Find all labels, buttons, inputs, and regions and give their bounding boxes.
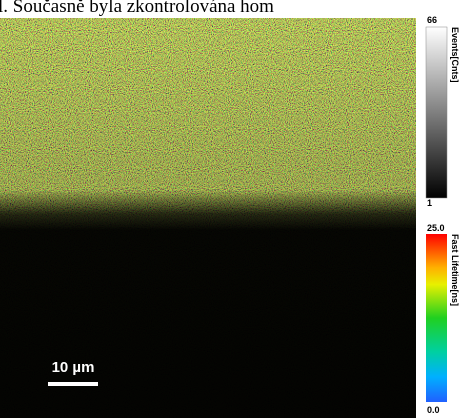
colorbar-max: 66 bbox=[427, 15, 437, 25]
colorbar-max: 25.0 bbox=[427, 223, 445, 233]
lifetime-colorbar bbox=[426, 234, 447, 402]
colorbar-title: Events[Cnts] bbox=[450, 27, 460, 83]
intensity-colorbar bbox=[426, 27, 447, 198]
header-text: l. Současně byla zkontrolována hom bbox=[0, 0, 274, 17]
screenshot: l. Současně byla zkontrolována hom 10 µm… bbox=[0, 0, 463, 418]
colorbar-title: Fast Lifetime[ns] bbox=[450, 234, 460, 306]
flim-image bbox=[0, 18, 416, 418]
page: l. Současně byla zkontrolována hom 10 µm… bbox=[0, 0, 463, 418]
scale-bar-label: 10 µm bbox=[52, 359, 95, 376]
colorbar-min: 1 bbox=[427, 198, 432, 208]
colorbar-min: 0.0 bbox=[427, 405, 440, 415]
